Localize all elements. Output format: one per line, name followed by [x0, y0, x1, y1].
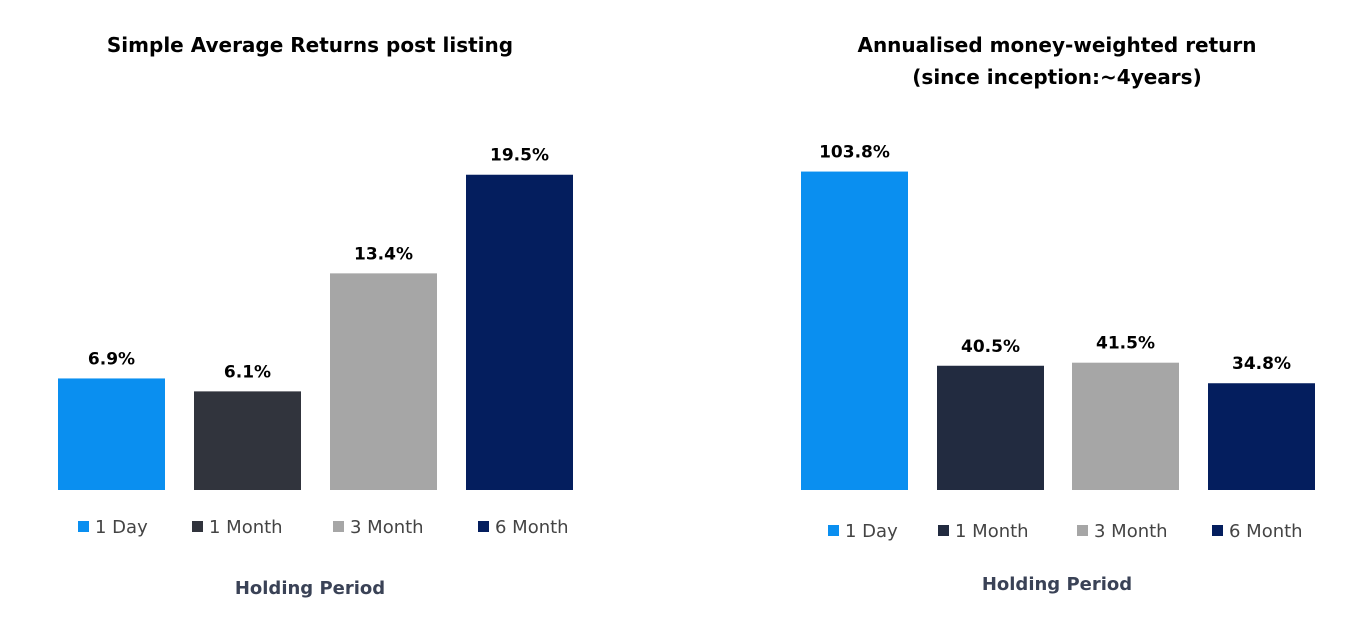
data-label-6-month: 19.5%: [490, 146, 549, 166]
chart-simple-average-returns: Simple Average Returns post listing 6.9% 6…: [58, 33, 573, 599]
legend-label-1-day: 1 Day: [95, 517, 148, 538]
chart-title: Annualised money-weighted return: [857, 33, 1256, 57]
data-label-3-month: 41.5%: [1096, 334, 1155, 354]
bar-1-day: [58, 378, 165, 490]
legend-label-3-month: 3 Month: [350, 517, 424, 538]
legend-swatch-6-month: [1212, 525, 1223, 536]
legend-swatch-1-day: [828, 525, 839, 536]
bar-1-day: [801, 171, 908, 490]
data-label-1-month: 40.5%: [961, 337, 1020, 357]
legend-label-3-month: 3 Month: [1094, 521, 1168, 542]
legend-swatch-6-month: [478, 521, 489, 532]
data-label-6-month: 34.8%: [1232, 354, 1291, 374]
legend-swatch-3-month: [1077, 525, 1088, 536]
legend-label-1-month: 1 Month: [955, 521, 1029, 542]
data-label-1-day: 103.8%: [819, 143, 890, 163]
legend-swatch-3-month: [333, 521, 344, 532]
bar-3-month: [1072, 362, 1179, 490]
bar-6-month: [1208, 383, 1315, 490]
bar-1-month: [194, 391, 301, 490]
bar-1-month: [937, 365, 1044, 490]
legend-label-1-month: 1 Month: [209, 517, 283, 538]
chart-title: Simple Average Returns post listing: [107, 33, 513, 57]
chart-title-line-2: (since inception:~4years): [912, 65, 1201, 89]
data-label-3-month: 13.4%: [354, 244, 413, 264]
x-axis-label: Holding Period: [235, 578, 385, 599]
data-label-1-month: 6.1%: [224, 362, 271, 382]
bar-3-month: [330, 273, 437, 490]
x-axis-label: Holding Period: [982, 574, 1132, 595]
legend-swatch-1-month: [192, 521, 203, 532]
legend-swatch-1-day: [78, 521, 89, 532]
legend-label-6-month: 6 Month: [495, 517, 569, 538]
legend-swatch-1-month: [938, 525, 949, 536]
data-label-1-day: 6.9%: [88, 349, 135, 369]
legend-label-6-month: 6 Month: [1229, 521, 1303, 542]
legend-label-1-day: 1 Day: [845, 521, 898, 542]
bar-6-month: [466, 174, 573, 490]
chart-annualised-return: Annualised money-weighted return (since i…: [801, 33, 1315, 595]
